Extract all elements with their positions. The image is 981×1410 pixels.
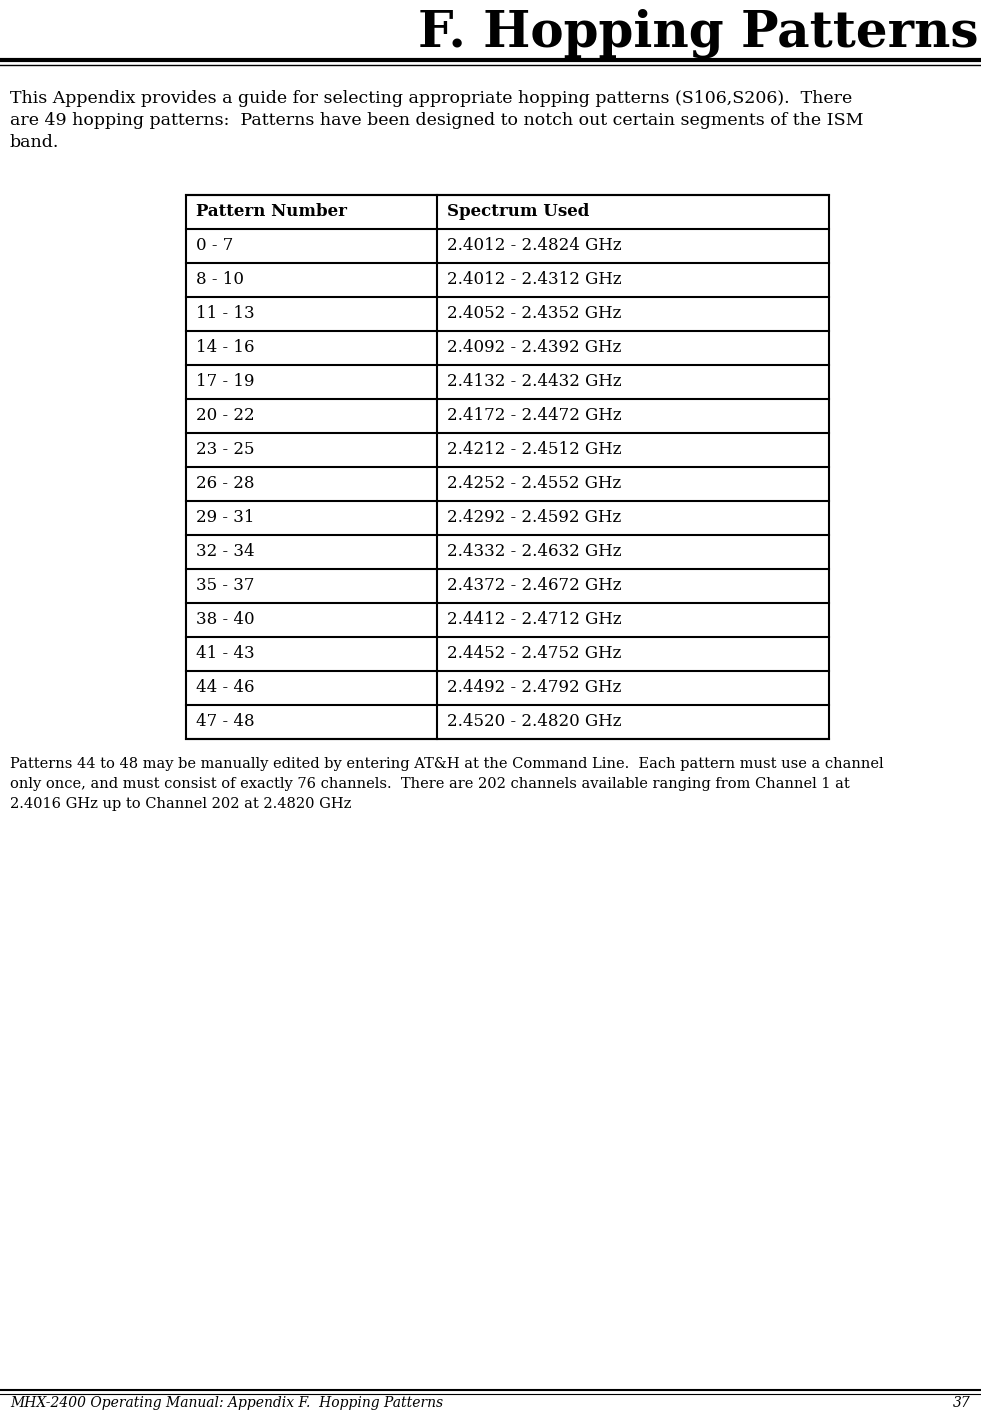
Text: 2.4052 - 2.4352 GHz: 2.4052 - 2.4352 GHz <box>446 306 621 323</box>
Text: 2.4172 - 2.4472 GHz: 2.4172 - 2.4472 GHz <box>446 407 621 424</box>
Text: 2.4012 - 2.4312 GHz: 2.4012 - 2.4312 GHz <box>446 272 621 289</box>
Bar <box>186 195 829 739</box>
Text: 2.4016 GHz up to Channel 202 at 2.4820 GHz: 2.4016 GHz up to Channel 202 at 2.4820 G… <box>10 797 351 811</box>
Text: 2.4412 - 2.4712 GHz: 2.4412 - 2.4712 GHz <box>446 612 621 629</box>
Text: 37: 37 <box>954 1396 971 1410</box>
Text: Patterns 44 to 48 may be manually edited by entering AT&H at the Command Line.  : Patterns 44 to 48 may be manually edited… <box>10 757 884 771</box>
Text: 2.4212 - 2.4512 GHz: 2.4212 - 2.4512 GHz <box>446 441 621 458</box>
Text: Pattern Number: Pattern Number <box>196 203 347 220</box>
Text: 20 - 22: 20 - 22 <box>196 407 255 424</box>
Text: only once, and must consist of exactly 76 channels.  There are 202 channels avai: only once, and must consist of exactly 7… <box>10 777 850 791</box>
Text: 8 - 10: 8 - 10 <box>196 272 244 289</box>
Text: 14 - 16: 14 - 16 <box>196 340 255 357</box>
Text: 2.4520 - 2.4820 GHz: 2.4520 - 2.4820 GHz <box>446 713 621 730</box>
Text: 23 - 25: 23 - 25 <box>196 441 255 458</box>
Text: MHX-2400 Operating Manual: Appendix F.  Hopping Patterns: MHX-2400 Operating Manual: Appendix F. H… <box>10 1396 443 1410</box>
Text: 41 - 43: 41 - 43 <box>196 646 255 663</box>
Text: 29 - 31: 29 - 31 <box>196 509 255 526</box>
Text: 2.4292 - 2.4592 GHz: 2.4292 - 2.4592 GHz <box>446 509 621 526</box>
Text: 32 - 34: 32 - 34 <box>196 543 255 561</box>
Text: This Appendix provides a guide for selecting appropriate hopping patterns (S106,: This Appendix provides a guide for selec… <box>10 90 852 107</box>
Text: 17 - 19: 17 - 19 <box>196 374 255 391</box>
Text: 2.4492 - 2.4792 GHz: 2.4492 - 2.4792 GHz <box>446 680 621 697</box>
Text: are 49 hopping patterns:  Patterns have been designed to notch out certain segme: are 49 hopping patterns: Patterns have b… <box>10 111 863 128</box>
Text: 2.4012 - 2.4824 GHz: 2.4012 - 2.4824 GHz <box>446 237 621 254</box>
Text: 11 - 13: 11 - 13 <box>196 306 255 323</box>
Text: 2.4132 - 2.4432 GHz: 2.4132 - 2.4432 GHz <box>446 374 621 391</box>
Text: 0 - 7: 0 - 7 <box>196 237 233 254</box>
Text: band.: band. <box>10 134 60 151</box>
Text: 2.4332 - 2.4632 GHz: 2.4332 - 2.4632 GHz <box>446 543 621 561</box>
Text: 35 - 37: 35 - 37 <box>196 578 255 595</box>
Text: Spectrum Used: Spectrum Used <box>446 203 589 220</box>
Text: 2.4252 - 2.4552 GHz: 2.4252 - 2.4552 GHz <box>446 475 621 492</box>
Text: 2.4092 - 2.4392 GHz: 2.4092 - 2.4392 GHz <box>446 340 621 357</box>
Text: 2.4452 - 2.4752 GHz: 2.4452 - 2.4752 GHz <box>446 646 621 663</box>
Text: 26 - 28: 26 - 28 <box>196 475 255 492</box>
Text: 44 - 46: 44 - 46 <box>196 680 255 697</box>
Text: F. Hopping Patterns: F. Hopping Patterns <box>418 8 978 58</box>
Text: 2.4372 - 2.4672 GHz: 2.4372 - 2.4672 GHz <box>446 578 621 595</box>
Text: 38 - 40: 38 - 40 <box>196 612 255 629</box>
Text: 47 - 48: 47 - 48 <box>196 713 255 730</box>
